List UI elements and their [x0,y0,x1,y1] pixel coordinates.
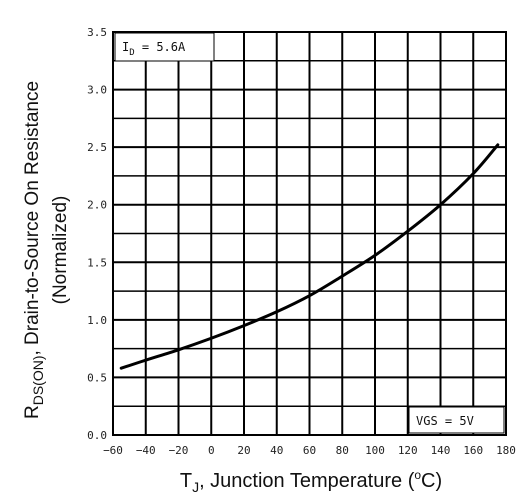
plot-frame [112,31,507,436]
id-label: ID = 5.6A [122,40,186,58]
vgs-label-box [408,406,505,434]
y-tick-label: 2.5 [87,141,107,154]
y-tick-label: 3.5 [87,26,107,39]
x-tick-label: −20 [169,444,189,457]
y-axis-title: RDS(ON), Drain-to-Source On Resistance [22,81,46,419]
x-tick-label: 60 [303,444,316,457]
y-tick-label: 2.0 [87,199,107,212]
id-label-box [114,32,215,62]
series-line [119,143,500,370]
y-tick-label: 0.0 [87,429,107,442]
x-tick-label: 160 [463,444,483,457]
x-tick-label: −40 [136,444,156,457]
y-tick-label: 3.0 [87,84,107,97]
x-tick-label: 120 [398,444,418,457]
y-axis-title-line2: (Normalized) [50,196,71,305]
x-tick-label: 40 [270,444,283,457]
x-tick-label: 140 [431,444,451,457]
y-axis-ticks: 0.0 0.5 1.0 1.5 2.0 2.5 3.0 3.5 [87,26,107,442]
x-tick-label: 0 [208,444,215,457]
x-tick-label: 180 [496,444,516,457]
y-tick-label: 1.5 [87,256,107,269]
x-tick-label: 80 [336,444,349,457]
y-tick-label: 1.0 [87,314,107,327]
x-tick-label: 20 [237,444,250,457]
x-axis-ticks: −60 −40 −20 0 20 40 60 80 100 120 140 160 180 [103,444,516,457]
x-axis-title: TJ, Junction Temperature (oC) [180,468,442,495]
grid-lines [112,31,507,436]
vgs-label: VGS = 5V [416,414,474,428]
y-tick-label: 0.5 [87,371,107,384]
x-tick-label: 100 [365,444,385,457]
x-tick-label: −60 [103,444,123,457]
